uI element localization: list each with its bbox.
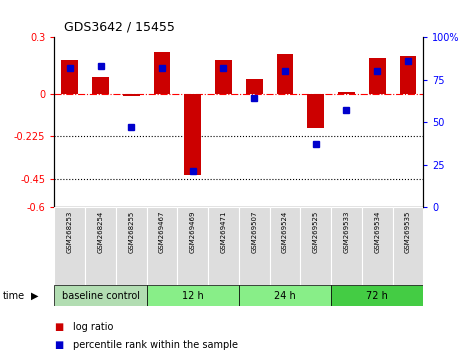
Text: time: time bbox=[2, 291, 25, 301]
FancyBboxPatch shape bbox=[331, 207, 362, 285]
Text: log ratio: log ratio bbox=[73, 322, 114, 332]
Text: 24 h: 24 h bbox=[274, 291, 296, 301]
Text: GSM269469: GSM269469 bbox=[190, 211, 196, 253]
Bar bbox=[246, 79, 263, 94]
Bar bbox=[215, 60, 232, 94]
FancyBboxPatch shape bbox=[393, 207, 423, 285]
Text: ▶: ▶ bbox=[31, 291, 38, 301]
Bar bbox=[338, 92, 355, 94]
FancyBboxPatch shape bbox=[300, 207, 331, 285]
Bar bbox=[123, 94, 140, 96]
Text: GSM269525: GSM269525 bbox=[313, 211, 319, 253]
Text: GSM268253: GSM268253 bbox=[67, 211, 73, 253]
Text: GSM269507: GSM269507 bbox=[251, 211, 257, 253]
FancyBboxPatch shape bbox=[270, 207, 300, 285]
FancyBboxPatch shape bbox=[177, 207, 208, 285]
Text: GSM269471: GSM269471 bbox=[220, 211, 227, 253]
Text: GSM269467: GSM269467 bbox=[159, 211, 165, 253]
Text: GSM269524: GSM269524 bbox=[282, 211, 288, 253]
FancyBboxPatch shape bbox=[54, 207, 85, 285]
FancyBboxPatch shape bbox=[54, 285, 147, 306]
Text: GDS3642 / 15455: GDS3642 / 15455 bbox=[64, 21, 175, 34]
Bar bbox=[184, 94, 201, 175]
FancyBboxPatch shape bbox=[239, 207, 270, 285]
Bar bbox=[61, 60, 78, 94]
Bar bbox=[369, 58, 385, 94]
Text: baseline control: baseline control bbox=[61, 291, 140, 301]
Text: ■: ■ bbox=[54, 340, 64, 350]
Text: 72 h: 72 h bbox=[366, 291, 388, 301]
Text: ■: ■ bbox=[54, 322, 64, 332]
FancyBboxPatch shape bbox=[208, 207, 239, 285]
Text: GSM268255: GSM268255 bbox=[128, 211, 134, 253]
FancyBboxPatch shape bbox=[85, 207, 116, 285]
Bar bbox=[400, 56, 416, 94]
FancyBboxPatch shape bbox=[362, 207, 393, 285]
Bar bbox=[277, 54, 293, 94]
FancyBboxPatch shape bbox=[331, 285, 423, 306]
Bar bbox=[307, 94, 324, 128]
Text: GSM269534: GSM269534 bbox=[374, 211, 380, 253]
Text: 12 h: 12 h bbox=[182, 291, 203, 301]
FancyBboxPatch shape bbox=[147, 285, 239, 306]
Bar bbox=[154, 52, 170, 94]
FancyBboxPatch shape bbox=[147, 207, 177, 285]
Text: percentile rank within the sample: percentile rank within the sample bbox=[73, 340, 238, 350]
Text: GSM268254: GSM268254 bbox=[97, 211, 104, 253]
Bar bbox=[92, 77, 109, 94]
Text: GSM269535: GSM269535 bbox=[405, 211, 411, 253]
Text: GSM269533: GSM269533 bbox=[343, 211, 350, 253]
FancyBboxPatch shape bbox=[116, 207, 147, 285]
FancyBboxPatch shape bbox=[239, 285, 331, 306]
